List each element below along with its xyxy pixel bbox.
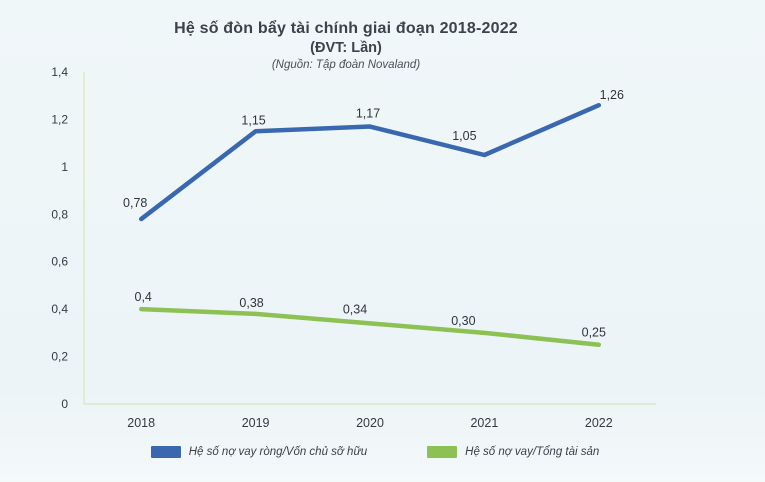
- data-label: 0,30: [451, 314, 475, 328]
- x-axis-label: 2022: [585, 416, 613, 430]
- data-label: 0,38: [239, 296, 263, 310]
- data-label: 0,4: [135, 290, 152, 304]
- data-label: 1,05: [452, 129, 476, 143]
- series-line-0: [138, 102, 602, 222]
- y-tick-label: 0,4: [51, 302, 68, 316]
- chart-header: Hệ số đòn bẩy tài chính giai đoạn 2018-2…: [0, 20, 692, 71]
- data-label: 0,25: [582, 326, 606, 340]
- x-axis-label: 2021: [470, 416, 498, 430]
- y-tick-label: 0: [61, 397, 68, 411]
- y-tick-label: 1,2: [51, 112, 68, 126]
- chart-subtitle: (ĐVT: Lần): [310, 40, 382, 56]
- y-tick-label: 0,6: [51, 255, 68, 269]
- legend-swatch-green: [427, 446, 458, 458]
- series-line-1: [138, 306, 602, 347]
- legend-swatch-blue: [150, 446, 181, 458]
- data-label: 1,17: [356, 107, 380, 121]
- legend-label: Hệ số nợ vay/Tổng tài sản: [465, 446, 600, 458]
- y-tick-label: 1,4: [51, 65, 68, 79]
- chart-title: Hệ số đòn bẩy tài chính giai đoạn 2018-2…: [174, 20, 518, 37]
- legend-item-net-debt-equity: Hệ số nợ vay ròng/Vốn chủ sỡ hữu: [150, 446, 368, 458]
- y-tick-label: 0,2: [51, 350, 68, 364]
- x-axis-label: 2020: [356, 416, 384, 430]
- chart-source: (Nguồn: Tập đoàn Novaland): [271, 59, 421, 71]
- data-label: 1,26: [600, 88, 624, 102]
- legend-label: Hệ số nợ vay ròng/Vốn chủ sỡ hữu: [188, 446, 368, 458]
- data-label: 0,34: [343, 302, 367, 316]
- legend-item-debt-assets: Hệ số nợ vay/Tổng tài sản: [427, 446, 599, 458]
- x-axis-label: 2019: [242, 416, 270, 430]
- chart-legend: Hệ số nợ vay ròng/Vốn chủ sỡ hữu Hệ số n…: [0, 446, 750, 458]
- data-label: 1,15: [241, 113, 265, 127]
- x-axis-label: 2018: [127, 416, 155, 430]
- y-tick-label: 0,8: [51, 207, 68, 221]
- y-tick-label: 1: [61, 160, 68, 174]
- data-label: 0,78: [123, 196, 147, 210]
